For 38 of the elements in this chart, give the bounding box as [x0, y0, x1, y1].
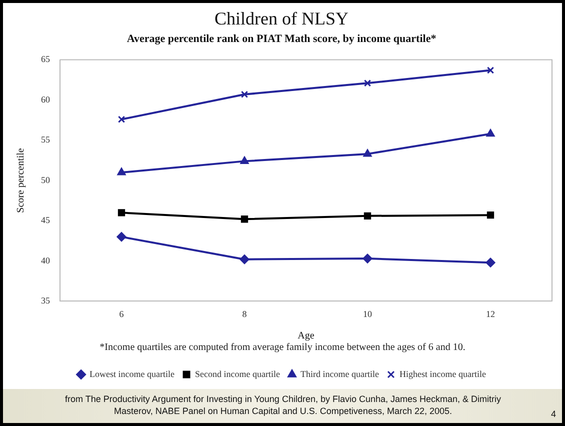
x-tick-label: 12 — [486, 308, 495, 319]
x-axis-title: Age — [298, 330, 315, 342]
x-tick-label: 6 — [119, 308, 124, 319]
legend-label: Highest income quartile — [399, 368, 486, 379]
point — [362, 254, 372, 264]
point — [486, 258, 496, 268]
y-tick-label: 60 — [41, 94, 50, 104]
point — [486, 66, 494, 74]
y-tick-label: 40 — [41, 255, 50, 266]
point — [364, 212, 372, 220]
x-tick-label: 10 — [363, 308, 372, 319]
legend-label: Third income quartile — [300, 368, 379, 379]
legend-label: Lowest income quartile — [90, 368, 175, 379]
x-tick-label: 8 — [242, 308, 248, 319]
point — [240, 156, 249, 164]
text: *Income quartiles are computed from average family income between the ages of 6 and 10. — [98, 342, 466, 353]
point — [118, 116, 126, 123]
y-tick-label: 50 — [41, 174, 50, 185]
chart-subtitle: Average percentile rank on PIAT Math score, by income quartile* — [126, 33, 437, 46]
y-tick-label: 35 — [41, 296, 50, 306]
y-tick-label: 65 — [41, 54, 50, 64]
point — [116, 232, 126, 242]
point — [240, 216, 248, 223]
point — [486, 129, 495, 137]
point — [240, 254, 250, 264]
chart-title: Children of NLSY — [214, 8, 348, 29]
point — [118, 209, 126, 216]
point — [364, 80, 372, 87]
y-tick-label: 55 — [41, 134, 50, 145]
point — [117, 168, 126, 176]
legend-label: Second income quartile — [195, 368, 280, 379]
text: 4 — [550, 409, 556, 419]
y-tick-label: 45 — [41, 215, 50, 226]
text: from The Productivity Argument for Investing in Young Children, by Flavio Cunha, James Heckman, & Dimitriy Masterov, NABE Panel on Human Capital and U.S. Competiveness, March 22, 2005. — [64, 393, 502, 417]
point — [363, 149, 372, 157]
point — [486, 212, 494, 219]
point — [240, 90, 248, 98]
y-axis-title: Score percentile — [16, 148, 27, 213]
